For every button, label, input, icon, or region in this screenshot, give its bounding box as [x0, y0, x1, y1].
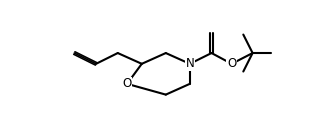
- Text: N: N: [185, 57, 194, 70]
- Text: O: O: [227, 57, 236, 70]
- Text: O: O: [122, 77, 132, 90]
